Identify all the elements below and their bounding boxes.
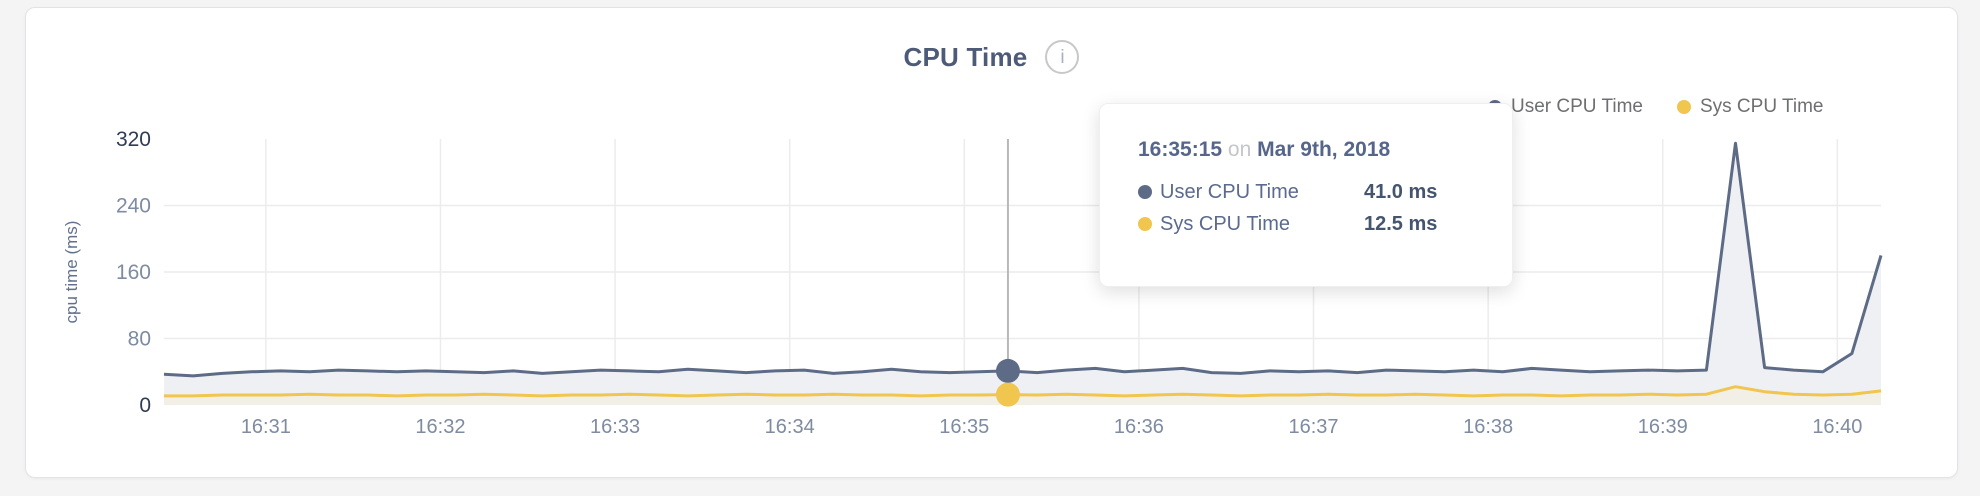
tooltip-row-user: User CPU Time 41.0 ms	[1138, 176, 1482, 208]
x-tick-label: 16:36	[1114, 416, 1164, 438]
x-tick-label: 16:38	[1463, 416, 1513, 438]
x-tick-label: 16:34	[765, 416, 815, 438]
x-tick-label: 16:37	[1288, 416, 1338, 438]
sys-cpu-line	[164, 385, 1882, 398]
user-cpu-line	[163, 141, 1883, 378]
y-tick-label: 240	[116, 195, 151, 218]
y-tick-label: 320	[116, 128, 151, 151]
x-tick-label: 16:31	[241, 416, 291, 438]
page-title: CPU Time	[903, 41, 1028, 72]
legend-label-user: User CPU Time	[1511, 96, 1643, 117]
tooltip-time: 16:35:15	[1138, 138, 1223, 161]
x-tick-label: 16:40	[1812, 416, 1862, 438]
tooltip-sys-dot-icon	[1138, 217, 1152, 231]
sys-series-dot-icon	[1676, 100, 1691, 114]
y-tick-label: 0	[139, 394, 151, 417]
tooltip-sys-label: Sys CPU Time	[1160, 212, 1291, 235]
chart-tooltip: 16:35:15 on Mar 9th, 2018 User CPU Time …	[1099, 103, 1513, 287]
tooltip-date: Mar 9th, 2018	[1257, 138, 1391, 161]
sys-hover-point	[995, 382, 1020, 407]
info-icon[interactable]: i	[1045, 40, 1080, 74]
legend-item-sys-cpu-time[interactable]: Sys CPU Time	[1676, 96, 1824, 118]
legend-label-sys: Sys CPU Time	[1699, 96, 1824, 117]
tooltip-row-sys: Sys CPU Time 12.5 ms	[1138, 208, 1482, 240]
tooltip-timestamp: 16:35:15 on Mar 9th, 2018	[1138, 138, 1482, 162]
tooltip-sys-value: 12.5 ms	[1364, 212, 1438, 235]
x-tick-label: 16:39	[1638, 416, 1688, 438]
cpu-time-chart-plot[interactable]: 0 80 160 240 320 16:31 16:32 16:33 16:34 16:35 16:…	[26, 8, 1959, 479]
user-cpu-area	[164, 143, 1881, 405]
tooltip-user-label: User CPU Time	[1160, 180, 1299, 203]
tooltip-connector: on	[1227, 138, 1252, 161]
chart-header: CPU Time i	[26, 40, 1957, 74]
x-tick-label: 16:33	[590, 416, 640, 438]
tooltip-user-value: 41.0 ms	[1364, 180, 1438, 203]
y-tick-label: 80	[128, 328, 151, 351]
cpu-time-chart-card: CPU Time i User CPU Time Sys CPU Time cp…	[25, 7, 1958, 478]
info-icon-glyph: i	[1060, 46, 1065, 68]
x-tick-label: 16:32	[415, 416, 465, 438]
tooltip-user-dot-icon	[1138, 185, 1152, 199]
y-tick-label: 160	[116, 261, 151, 284]
user-hover-point	[995, 358, 1020, 383]
x-tick-label: 16:35	[939, 416, 989, 438]
